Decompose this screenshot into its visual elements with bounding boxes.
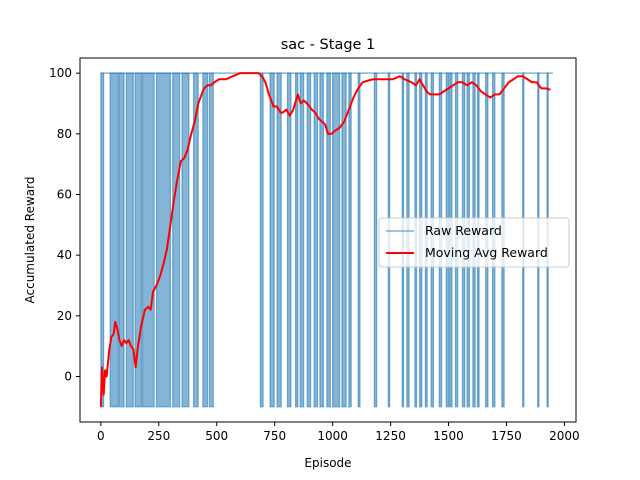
raw-reward-dip xyxy=(313,72,319,408)
raw-reward-dip xyxy=(109,72,119,408)
y-tick-label: 20 xyxy=(57,309,72,323)
raw-reward-dip xyxy=(172,72,181,408)
x-axis-label: Episode xyxy=(304,456,351,470)
x-tick-label: 1500 xyxy=(433,429,464,443)
x-tick-label: 750 xyxy=(263,429,286,443)
raw-reward-dip xyxy=(125,72,134,408)
raw-reward-dip xyxy=(306,72,312,408)
x-tick-label: 2000 xyxy=(549,429,580,443)
raw-reward-dip xyxy=(348,72,352,408)
legend: Raw Reward Moving Avg Reward xyxy=(378,217,570,268)
x-axis: 0 250 500 750 1000 1250 1500 1750 2000 xyxy=(97,422,580,443)
raw-reward-dip xyxy=(192,72,199,408)
y-tick-label: 80 xyxy=(57,127,72,141)
raw-reward-dip xyxy=(326,72,331,408)
raw-reward-dip xyxy=(286,72,292,408)
y-tick-label: 40 xyxy=(57,248,72,262)
x-tick-label: 0 xyxy=(97,429,105,443)
raw-reward-dip xyxy=(332,72,341,408)
x-tick-label: 1750 xyxy=(491,429,522,443)
legend-box xyxy=(378,217,570,268)
x-tick-label: 250 xyxy=(147,429,170,443)
raw-reward-dip xyxy=(100,72,105,408)
raw-reward-dip xyxy=(134,72,143,408)
x-tick-label: 1250 xyxy=(375,429,406,443)
raw-reward-dip xyxy=(276,72,282,408)
raw-reward-dip xyxy=(155,72,171,408)
raw-reward-dip xyxy=(141,72,155,408)
raw-reward-dip xyxy=(299,72,305,408)
legend-label-raw: Raw Reward xyxy=(425,223,502,238)
raw-reward-dip xyxy=(341,72,347,408)
raw-reward-dip xyxy=(319,72,324,408)
raw-reward-dip xyxy=(202,72,209,408)
chart-title: sac - Stage 1 xyxy=(281,37,376,53)
raw-reward-dip xyxy=(259,72,264,408)
moving-avg-line xyxy=(99,72,551,407)
raw-reward-dip xyxy=(373,72,378,408)
legend-label-avg: Moving Avg Reward xyxy=(425,245,548,260)
y-axis-label: Accumulated Reward xyxy=(23,177,37,304)
raw-reward-dip xyxy=(357,72,361,408)
raw-reward-dip xyxy=(208,72,214,408)
raw-reward-dip xyxy=(294,72,299,408)
y-tick-label: 60 xyxy=(57,188,72,202)
raw-reward-dip xyxy=(269,72,275,408)
y-axis: 0 20 40 60 80 100 xyxy=(49,66,80,384)
x-tick-label: 500 xyxy=(205,429,228,443)
y-tick-label: 0 xyxy=(64,370,72,384)
raw-reward-dip xyxy=(181,72,190,408)
x-tick-label: 1000 xyxy=(317,429,348,443)
raw-reward-dip xyxy=(118,72,125,408)
plot-frame xyxy=(79,57,577,423)
y-tick-label: 100 xyxy=(49,66,72,80)
moving-avg-series xyxy=(99,72,551,407)
